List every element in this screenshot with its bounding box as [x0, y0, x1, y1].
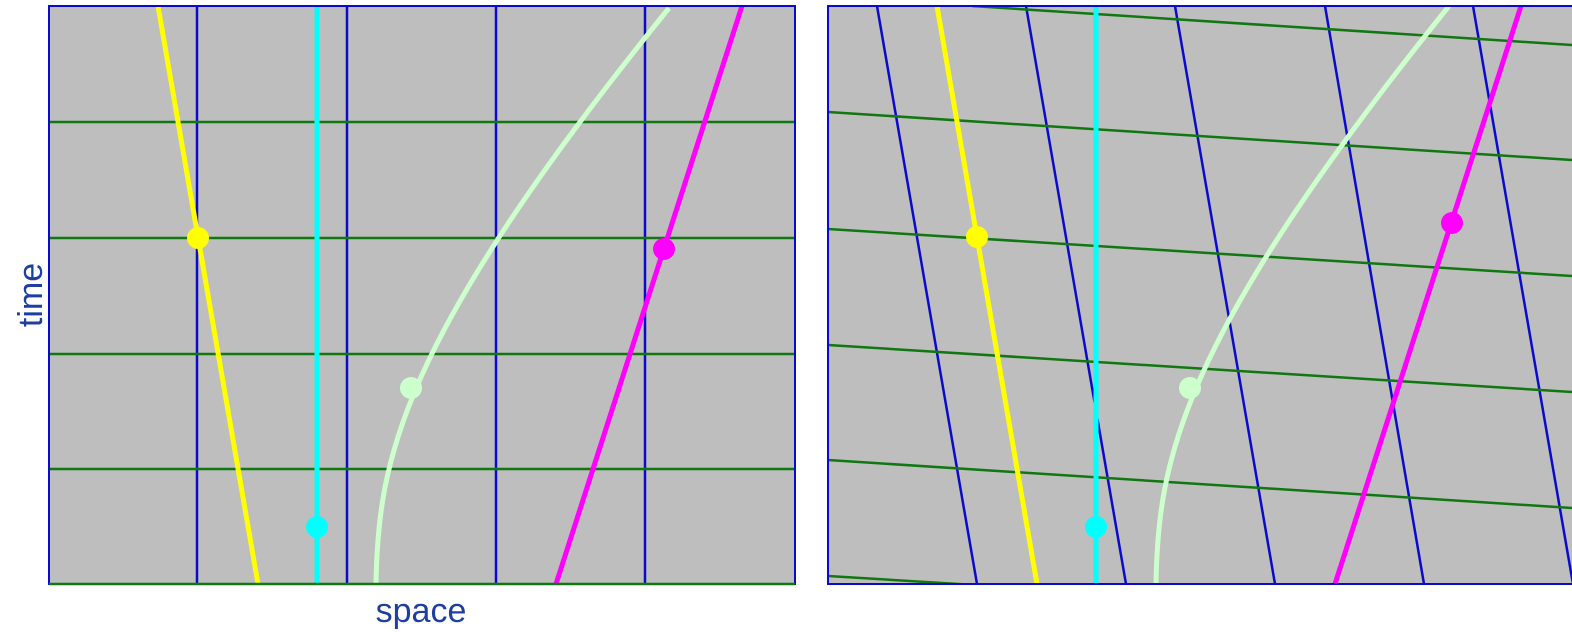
right-panel — [827, 5, 1572, 585]
left-grid — [49, 6, 795, 584]
event-yellow — [966, 226, 988, 248]
panel-background — [828, 6, 1572, 584]
y-axis-label: time — [12, 263, 50, 327]
worldline-magenta — [1332, 6, 1524, 584]
event-accelerating — [400, 377, 422, 399]
worldline-magenta — [553, 6, 745, 584]
space-line — [875, 6, 979, 584]
worldline-accelerating — [373, 6, 671, 584]
left-panel — [48, 5, 796, 586]
event-yellow — [187, 227, 209, 249]
panel-border — [827, 5, 1572, 585]
time-line — [828, 110, 1572, 162]
worldline-yellow — [155, 6, 261, 584]
x-axis-label: space — [376, 592, 467, 630]
space-line — [1323, 6, 1426, 584]
worldline-yellow — [934, 6, 1040, 584]
time-line — [971, 6, 1572, 47]
event-accelerating — [1179, 377, 1201, 399]
right-grid — [828, 6, 1572, 584]
event-cyan — [306, 516, 328, 538]
panel-background — [49, 6, 795, 584]
time-line — [828, 343, 1572, 394]
event-magenta — [1441, 212, 1463, 234]
space-line — [1024, 6, 1128, 584]
time-line — [828, 227, 1572, 278]
time-line — [828, 458, 1572, 510]
event-magenta — [653, 238, 675, 260]
worldline-accelerating — [1153, 6, 1451, 584]
event-cyan — [1085, 516, 1107, 538]
